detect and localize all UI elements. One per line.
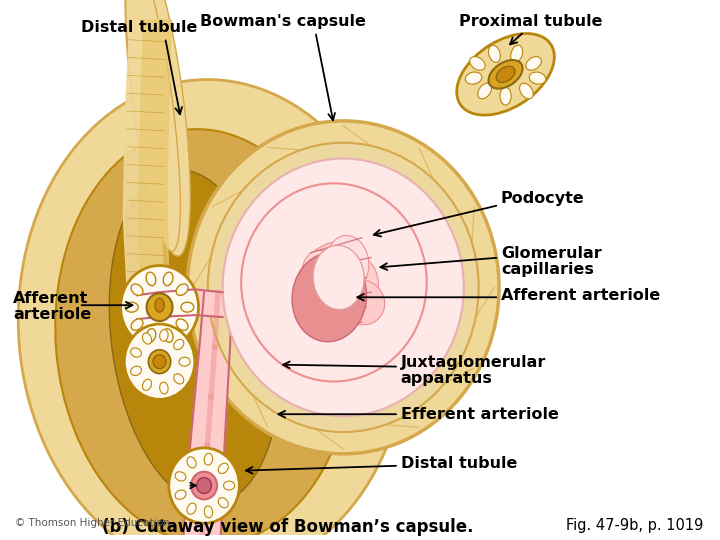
Text: capillaries: capillaries	[501, 261, 594, 276]
Circle shape	[148, 350, 171, 374]
Ellipse shape	[163, 272, 173, 286]
Ellipse shape	[160, 382, 168, 394]
Ellipse shape	[302, 241, 366, 294]
Ellipse shape	[175, 490, 186, 500]
Ellipse shape	[223, 481, 235, 490]
Ellipse shape	[174, 339, 184, 349]
Ellipse shape	[131, 284, 143, 295]
Polygon shape	[184, 292, 232, 535]
Ellipse shape	[339, 280, 384, 325]
Ellipse shape	[143, 379, 152, 390]
Ellipse shape	[456, 33, 554, 115]
Ellipse shape	[313, 245, 364, 309]
Ellipse shape	[176, 319, 188, 330]
Circle shape	[222, 159, 464, 416]
Circle shape	[187, 121, 499, 454]
Ellipse shape	[478, 83, 492, 99]
Ellipse shape	[465, 72, 482, 84]
Ellipse shape	[292, 253, 366, 342]
Circle shape	[125, 324, 195, 400]
Ellipse shape	[500, 87, 511, 105]
Ellipse shape	[510, 45, 523, 63]
Polygon shape	[123, 20, 167, 287]
Polygon shape	[138, 289, 222, 319]
Ellipse shape	[163, 329, 173, 342]
Ellipse shape	[160, 329, 168, 341]
Text: Efferent arteriole: Efferent arteriole	[401, 407, 559, 422]
Ellipse shape	[303, 274, 355, 320]
Text: apparatus: apparatus	[401, 370, 492, 386]
Ellipse shape	[218, 463, 228, 474]
Ellipse shape	[218, 498, 228, 508]
Ellipse shape	[327, 235, 369, 289]
Ellipse shape	[126, 0, 181, 251]
Circle shape	[208, 143, 479, 432]
Ellipse shape	[469, 57, 485, 70]
Text: Distal tubule: Distal tubule	[401, 456, 517, 471]
Ellipse shape	[125, 302, 138, 312]
Ellipse shape	[496, 66, 515, 83]
Ellipse shape	[187, 457, 196, 468]
Ellipse shape	[187, 503, 196, 514]
Ellipse shape	[55, 129, 353, 540]
Ellipse shape	[181, 302, 194, 312]
Ellipse shape	[174, 374, 184, 384]
Circle shape	[197, 477, 212, 494]
Ellipse shape	[155, 298, 164, 312]
Ellipse shape	[130, 348, 141, 357]
Ellipse shape	[489, 60, 523, 89]
Circle shape	[153, 355, 166, 369]
Ellipse shape	[175, 472, 186, 481]
Ellipse shape	[488, 45, 500, 63]
Ellipse shape	[302, 250, 338, 305]
Ellipse shape	[204, 506, 212, 518]
Ellipse shape	[109, 170, 280, 504]
Ellipse shape	[520, 83, 534, 99]
Ellipse shape	[130, 366, 141, 375]
Ellipse shape	[131, 319, 143, 330]
Circle shape	[241, 183, 427, 381]
Circle shape	[147, 293, 173, 321]
Ellipse shape	[526, 57, 541, 70]
Polygon shape	[0, 0, 668, 535]
Ellipse shape	[176, 284, 188, 295]
Text: Glomerular: Glomerular	[501, 246, 602, 261]
Text: (b) Cutaway view of Bowman’s capsule.: (b) Cutaway view of Bowman’s capsule.	[102, 518, 473, 536]
Text: Afferent: Afferent	[13, 291, 89, 306]
Text: Distal tubule: Distal tubule	[81, 20, 197, 35]
Polygon shape	[139, 20, 171, 287]
Circle shape	[191, 471, 217, 500]
Ellipse shape	[125, 0, 190, 256]
Text: Juxtaglomerular: Juxtaglomerular	[401, 355, 546, 370]
Ellipse shape	[143, 333, 152, 344]
Text: Podocyte: Podocyte	[501, 191, 585, 206]
Text: Afferent arteriole: Afferent arteriole	[501, 288, 660, 303]
Text: Bowman's capsule: Bowman's capsule	[200, 14, 366, 29]
Text: Proximal tubule: Proximal tubule	[459, 14, 603, 29]
Ellipse shape	[146, 272, 156, 286]
Text: Fig. 47-9b, p. 1019: Fig. 47-9b, p. 1019	[566, 518, 703, 533]
Ellipse shape	[204, 453, 212, 465]
Ellipse shape	[146, 329, 156, 342]
Ellipse shape	[529, 72, 546, 84]
Ellipse shape	[179, 357, 190, 366]
Circle shape	[168, 448, 239, 523]
Ellipse shape	[327, 255, 378, 319]
Ellipse shape	[18, 79, 408, 540]
Text: © Thomson Higher Education: © Thomson Higher Education	[15, 518, 170, 528]
Text: arteriole: arteriole	[13, 307, 91, 322]
Circle shape	[120, 266, 199, 349]
